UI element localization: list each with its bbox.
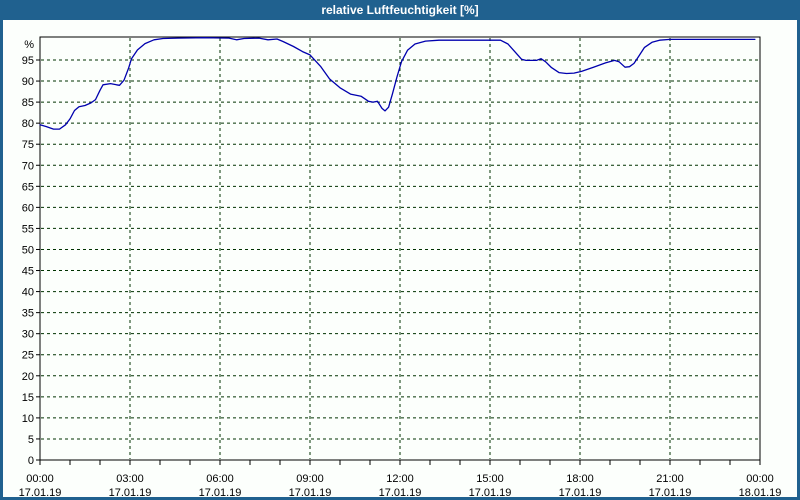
x-axis-date-label: 17.01.19	[109, 487, 152, 497]
x-axis-time-label: 09:00	[296, 473, 324, 485]
y-axis-label: 25	[22, 350, 34, 362]
x-axis-date-label: 17.01.19	[199, 487, 242, 497]
y-axis-label: 70	[22, 160, 34, 172]
y-axis-label: 10	[22, 413, 34, 425]
x-axis-time-label: 06:00	[206, 473, 234, 485]
x-axis-time-label: 03:00	[116, 473, 144, 485]
x-axis-date-label: 17.01.19	[649, 487, 692, 497]
y-axis-label: 0	[28, 455, 34, 467]
y-axis-label: 40	[22, 287, 34, 299]
y-axis-label: 50	[22, 244, 34, 256]
y-axis-label: 90	[22, 76, 34, 88]
x-axis-date-label: 18.01.19	[739, 487, 782, 497]
x-axis-time-label: 15:00	[476, 473, 504, 485]
x-axis-time-label: 12:00	[386, 473, 414, 485]
x-axis-time-label: 21:00	[656, 473, 684, 485]
y-axis-unit-label: %	[24, 39, 34, 51]
x-axis-time-label: 00:00	[746, 473, 774, 485]
chart-area: 0 5 10 15 20 25 30 35 40 45 50 55 60 65 70 75 80 85 90 95% 0…	[3, 20, 797, 497]
y-axis-label: 65	[22, 181, 34, 193]
y-axis-label: 30	[22, 329, 34, 341]
y-axis-label: 80	[22, 118, 34, 130]
title-bar: relative Luftfeuchtigkeit [%]	[0, 0, 800, 20]
y-axis-label: 75	[22, 139, 34, 151]
chart-title: relative Luftfeuchtigkeit [%]	[321, 3, 479, 17]
y-axis-label: 35	[22, 308, 34, 320]
x-axis-date-label: 17.01.19	[379, 487, 422, 497]
y-axis-label: 45	[22, 266, 34, 278]
x-axis-date-label: 17.01.19	[19, 487, 62, 497]
y-axis-label: 60	[22, 202, 34, 214]
x-axis-date-label: 17.01.19	[289, 487, 332, 497]
y-axis-label: 20	[22, 371, 34, 383]
humidity-chart-canvas: 0 5 10 15 20 25 30 35 40 45 50 55 60 65 70 75 80 85 90 95% 0…	[19, 36, 782, 497]
x-axis-time-label: 00:00	[26, 473, 54, 485]
x-axis-date-label: 17.01.19	[559, 487, 602, 497]
y-axis-label: 5	[28, 434, 34, 446]
y-axis-label: 15	[22, 392, 34, 404]
y-axis-label: 95	[22, 55, 34, 67]
y-axis-label: 85	[22, 97, 34, 109]
humidity-line	[39, 37, 756, 130]
x-axis-date-label: 17.01.19	[469, 487, 512, 497]
x-axis-time-label: 18:00	[566, 473, 594, 485]
y-axis-label: 55	[22, 223, 34, 235]
